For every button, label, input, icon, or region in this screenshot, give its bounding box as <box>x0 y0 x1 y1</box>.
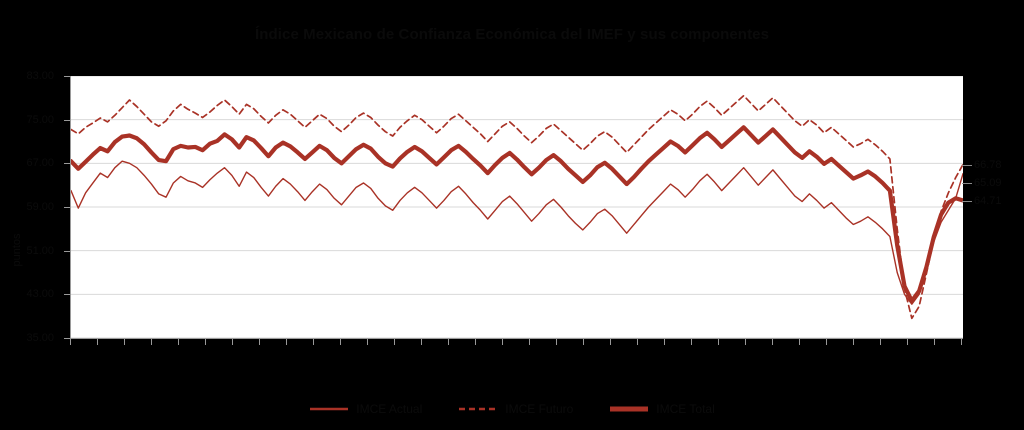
y-axis-tick-mark <box>64 338 70 339</box>
x-axis-ticks <box>70 338 962 346</box>
leader-line <box>962 164 972 166</box>
y-axis-tick-label: 67.00 <box>26 157 54 170</box>
x-axis-tick-mark <box>934 338 935 345</box>
y-axis-tick-label: 43.00 <box>26 288 54 301</box>
end-point-label: 64.71 <box>974 194 1002 207</box>
x-axis-tick-mark <box>70 338 71 345</box>
x-axis-tick-mark <box>583 338 584 345</box>
x-axis-tick-mark <box>367 338 368 345</box>
x-axis-tick-mark <box>610 338 611 345</box>
x-axis-tick-mark <box>313 338 314 345</box>
legend-swatch-icon <box>459 407 498 411</box>
x-axis-tick-mark <box>394 338 395 345</box>
x-axis-tick-mark <box>826 338 827 345</box>
y-axis-tick-mark <box>64 207 70 208</box>
x-axis-tick-mark <box>259 338 260 345</box>
x-axis-tick-mark <box>124 338 125 345</box>
series-canvas <box>71 76 963 338</box>
x-axis-tick-mark <box>205 338 206 345</box>
legend-label: IMCE Futuro <box>505 402 574 416</box>
x-axis-tick-mark <box>475 338 476 345</box>
y-axis-tick-label: 75.00 <box>26 113 54 126</box>
x-axis-tick-mark <box>772 338 773 345</box>
x-axis-tick-mark <box>664 338 665 345</box>
chart-legend: IMCE Actual IMCE Futuro IMCE Total <box>0 398 1024 420</box>
legend-swatch-icon <box>310 407 349 411</box>
x-axis-tick-mark <box>502 338 503 345</box>
x-axis-tick-mark <box>529 338 530 345</box>
x-axis-tick-mark <box>880 338 881 345</box>
x-axis-tick-mark <box>691 338 692 345</box>
y-axis-tick-label: 51.00 <box>26 244 54 257</box>
x-axis-tick-mark <box>421 338 422 345</box>
x-axis-tick-mark <box>232 338 233 345</box>
end-point-labels: 66.78 65.09 64.71 <box>962 76 1024 338</box>
x-axis-tick-mark <box>637 338 638 345</box>
legend-item[interactable]: IMCE Actual <box>309 402 422 416</box>
x-axis-tick-mark <box>151 338 152 345</box>
y-axis: puntos 83.00 75.00 67.00 59.00 51.00 43.00 35.… <box>0 70 70 344</box>
end-point-label: 65.09 <box>974 176 1002 189</box>
x-axis-tick-mark <box>961 338 962 345</box>
x-axis-tick-mark <box>178 338 179 345</box>
end-point-label: 66.78 <box>974 158 1002 171</box>
legend-item[interactable]: IMCE Total <box>609 402 715 416</box>
x-axis-tick-mark <box>907 338 908 345</box>
x-axis-tick-mark <box>853 338 854 345</box>
page-title: Índice Mexicano de Confianza Económica d… <box>254 26 770 43</box>
leader-line <box>962 200 972 202</box>
x-axis-tick-mark <box>97 338 98 345</box>
x-axis-tick-mark <box>340 338 341 345</box>
y-axis-tick-mark <box>64 76 70 77</box>
y-axis-tick-mark <box>64 294 70 296</box>
legend-label: IMCE Actual <box>356 402 423 416</box>
leader-line <box>962 182 972 184</box>
series-line <box>71 125 963 303</box>
y-axis-tick-mark <box>64 250 70 252</box>
y-axis-tick-label: 59.00 <box>26 201 54 213</box>
y-axis-tick-mark <box>64 163 70 165</box>
legend-swatch-icon <box>610 406 649 412</box>
plot-area <box>70 76 963 339</box>
legend-label: IMCE Total <box>656 402 715 416</box>
y-axis-tick-mark <box>64 119 70 121</box>
y-axis-tick-label: 35.00 <box>26 332 54 344</box>
x-axis-tick-mark <box>745 338 746 345</box>
x-axis-tick-mark <box>556 338 557 345</box>
x-axis-tick-mark <box>718 338 719 345</box>
x-axis-tick-mark <box>799 338 800 345</box>
series-line <box>71 160 963 305</box>
x-axis-tick-mark <box>286 338 287 345</box>
series-line <box>71 94 963 320</box>
x-axis-tick-mark <box>448 338 449 345</box>
y-axis-tick-label: 83.00 <box>26 70 54 82</box>
legend-item[interactable]: IMCE Futuro <box>458 402 573 416</box>
